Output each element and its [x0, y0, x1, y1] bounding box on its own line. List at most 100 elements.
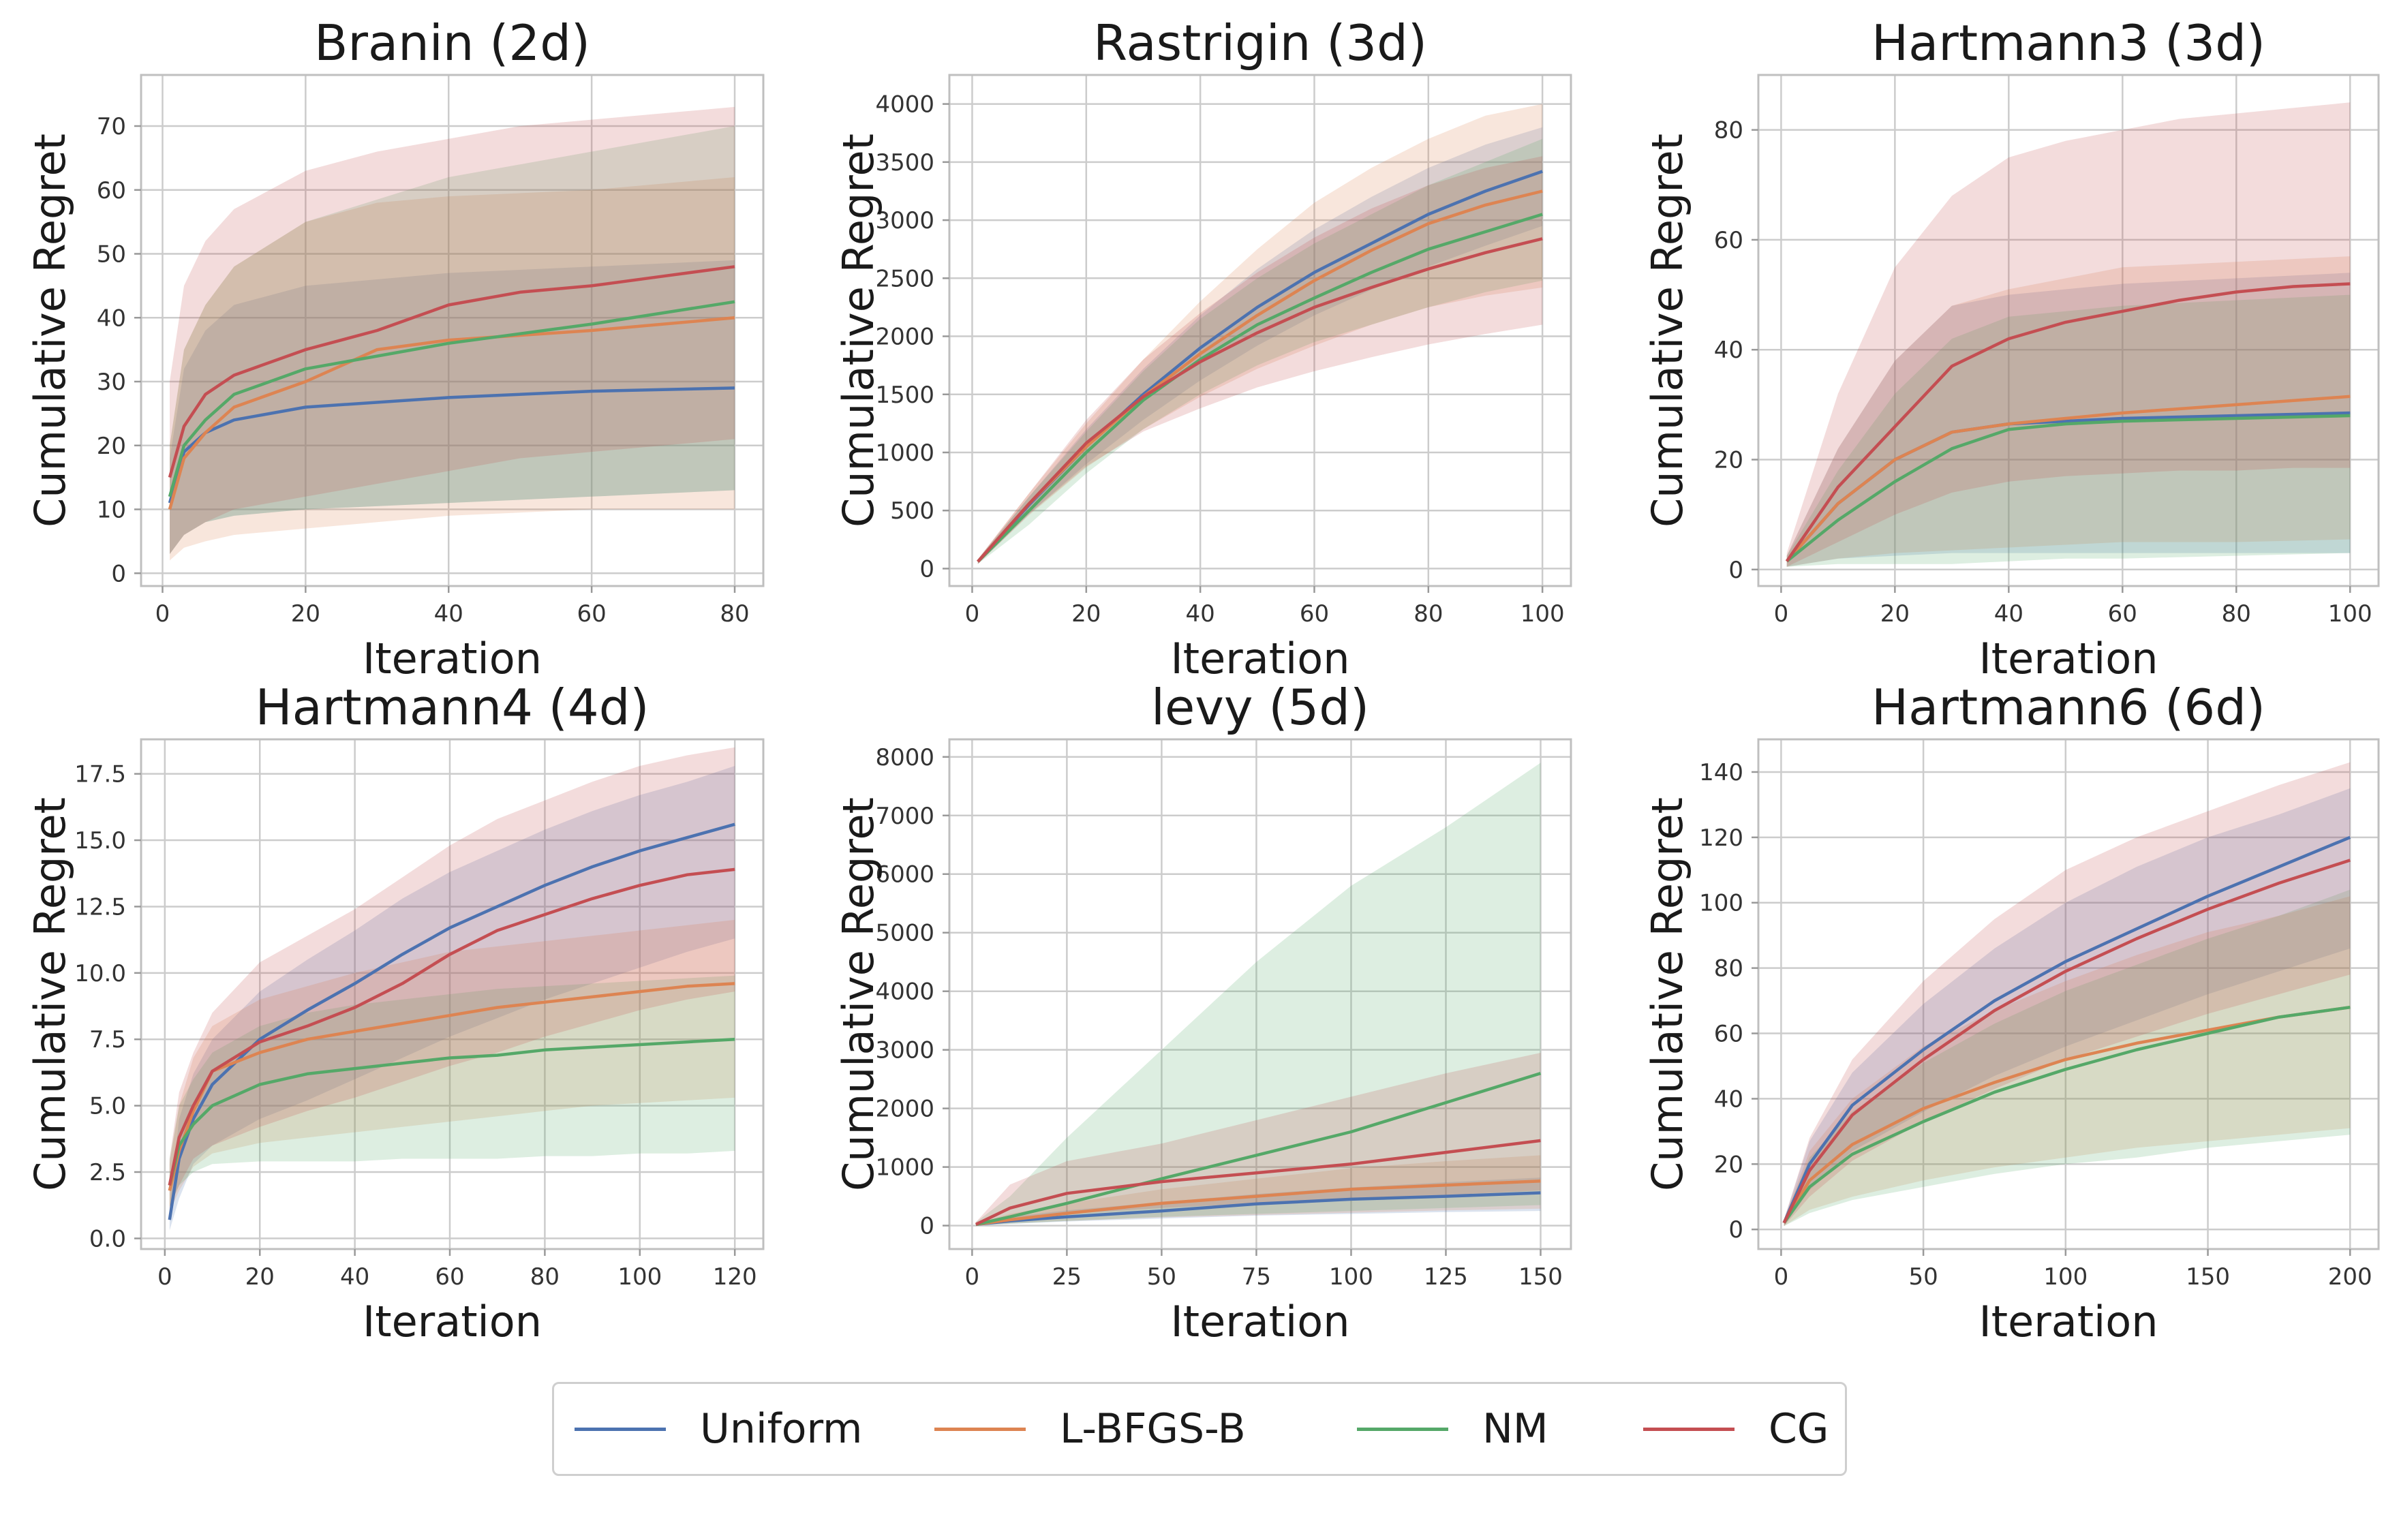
line-l-bfgs-b	[1782, 1005, 2351, 1224]
legend-label-cg: CG	[1769, 1405, 1829, 1453]
legend-swatch-cg	[1643, 1427, 1735, 1431]
y-tick-label: 1500	[875, 382, 934, 409]
y-tick-label: 0	[919, 1213, 934, 1240]
y-tick-label: 12.5	[74, 893, 126, 921]
y-tick-label: 3000	[875, 1037, 934, 1064]
line-nm	[977, 213, 1543, 563]
y-axis-label: Cumulative Regret	[834, 797, 883, 1191]
x-tick-label: 75	[1242, 1263, 1271, 1291]
band-l-bfgs-b	[977, 104, 1543, 564]
band-cg	[975, 1053, 1541, 1226]
band-l-bfgs-b	[169, 919, 735, 1212]
line-cg	[975, 1139, 1541, 1226]
y-tick-label: 30	[97, 369, 126, 396]
legend-swatch-lbfgsb	[934, 1427, 1026, 1431]
line-cg	[168, 265, 735, 478]
line-uniform	[1782, 835, 2351, 1224]
x-tick-label: 100	[2328, 600, 2372, 628]
band-l-bfgs-b	[1786, 256, 2351, 567]
x-tick-label: 100	[1521, 600, 1565, 628]
x-tick-label: 150	[1518, 1263, 1563, 1291]
x-tick-label: 80	[2222, 600, 2251, 628]
band-l-bfgs-b	[1784, 896, 2351, 1227]
y-tick-label: 0	[919, 555, 934, 583]
chart-title: Hartmann4 (4d)	[255, 679, 649, 736]
x-tick-label: 100	[617, 1263, 662, 1291]
legend-label-lbfgsb: L-BFGS-B	[1060, 1405, 1246, 1453]
x-tick-label: 40	[1994, 600, 2023, 628]
line-uniform	[168, 386, 735, 504]
legend-label-nm: NM	[1482, 1405, 1548, 1453]
x-tick-label: 125	[1424, 1263, 1468, 1291]
y-tick-label: 80	[1714, 955, 1743, 983]
y-tick-label: 60	[1714, 227, 1743, 254]
legend-item-uniform: Uniform	[575, 1384, 863, 1474]
chart-title: Branin (2d)	[314, 14, 590, 72]
y-tick-label: 2.5	[89, 1159, 126, 1186]
y-tick-label: 10	[97, 497, 126, 524]
y-tick-label: 120	[1699, 825, 1743, 852]
x-tick-label: 0	[965, 600, 980, 628]
x-axis-label: Iteration	[1979, 634, 2158, 683]
x-tick-label: 40	[434, 600, 463, 628]
y-tick-label: 60	[1714, 1021, 1743, 1048]
y-tick-label: 15.0	[74, 827, 126, 854]
plot-frame	[1757, 738, 2380, 1250]
line-cg	[977, 237, 1543, 563]
y-tick-label: 2000	[875, 324, 934, 351]
line-l-bfgs-b	[168, 316, 735, 510]
line-l-bfgs-b	[977, 189, 1543, 563]
plot-frame	[948, 74, 1572, 587]
x-axis-label: Iteration	[1171, 1297, 1350, 1346]
y-axis-label: Cumulative Regret	[834, 134, 883, 527]
chart-title: levy (5d)	[1151, 679, 1369, 736]
x-tick-label: 60	[2108, 600, 2137, 628]
y-tick-label: 20	[1714, 1151, 1743, 1178]
y-tick-label: 0	[1728, 1216, 1743, 1244]
chart-title: Rastrigin (3d)	[1093, 14, 1427, 72]
x-tick-label: 0	[157, 1263, 172, 1291]
y-tick-label: 10.0	[74, 960, 126, 987]
x-tick-label: 40	[340, 1263, 369, 1291]
band-nm	[169, 975, 735, 1207]
band-cg	[1784, 762, 2351, 1227]
band-uniform	[169, 766, 735, 1231]
band-cg	[1786, 102, 2351, 567]
y-tick-label: 5000	[875, 920, 934, 947]
plot-frame	[140, 738, 765, 1250]
x-tick-label: 60	[435, 1263, 464, 1291]
line-nm	[1782, 1005, 2351, 1224]
band-nm	[1786, 294, 2351, 567]
panel-rastrigin-3d: 0 20 40 60 80 1000500100015002000250030003500…	[834, 14, 1572, 683]
y-tick-label: 8000	[875, 744, 934, 771]
y-axis-label: Cumulative Regret	[25, 797, 75, 1191]
x-tick-label: 80	[530, 1263, 560, 1291]
legend: Uniform L-BFGS-B NM CG	[552, 1382, 1847, 1476]
y-tick-label: 50	[97, 241, 126, 268]
y-tick-label: 20	[97, 433, 126, 460]
legend-swatch-nm	[1357, 1427, 1448, 1431]
x-tick-label: 150	[2186, 1263, 2230, 1291]
x-axis-label: Iteration	[1171, 634, 1350, 683]
x-tick-label: 60	[1300, 600, 1329, 628]
y-tick-label: 40	[97, 305, 126, 332]
y-tick-label: 7000	[875, 803, 934, 830]
line-l-bfgs-b	[975, 1180, 1541, 1227]
y-axis-label: Cumulative Regret	[1642, 134, 1692, 527]
panel-levy-5d: 0 25 50 75 100 125 150 0 1000 2000 3000 4000 5000 600…	[834, 679, 1572, 1346]
line-cg	[1785, 282, 2351, 562]
x-tick-label: 0	[1774, 600, 1789, 628]
x-tick-label: 20	[245, 1263, 275, 1291]
x-tick-label: 120	[713, 1263, 757, 1291]
x-tick-label: 25	[1052, 1263, 1082, 1291]
panel-hartmann3-3d: 0 20 40 60 80 100 0 20 40 60 80 Hartmann3 (3d) Itera…	[1642, 14, 2380, 683]
y-tick-label: 3500	[875, 149, 934, 176]
y-axis-label: Cumulative Regret	[1642, 797, 1692, 1191]
legend-item-nm: NM	[1357, 1384, 1548, 1474]
line-uniform	[975, 1191, 1541, 1227]
panel-hartmann6-6d: 0 50 100 150 200 0 20 40 60 80 100 120 140 Hartmann6 …	[1642, 679, 2380, 1346]
y-tick-label: 0	[1728, 557, 1743, 584]
y-tick-label: 40	[1714, 337, 1743, 364]
x-axis-label: Iteration	[1979, 1297, 2158, 1346]
